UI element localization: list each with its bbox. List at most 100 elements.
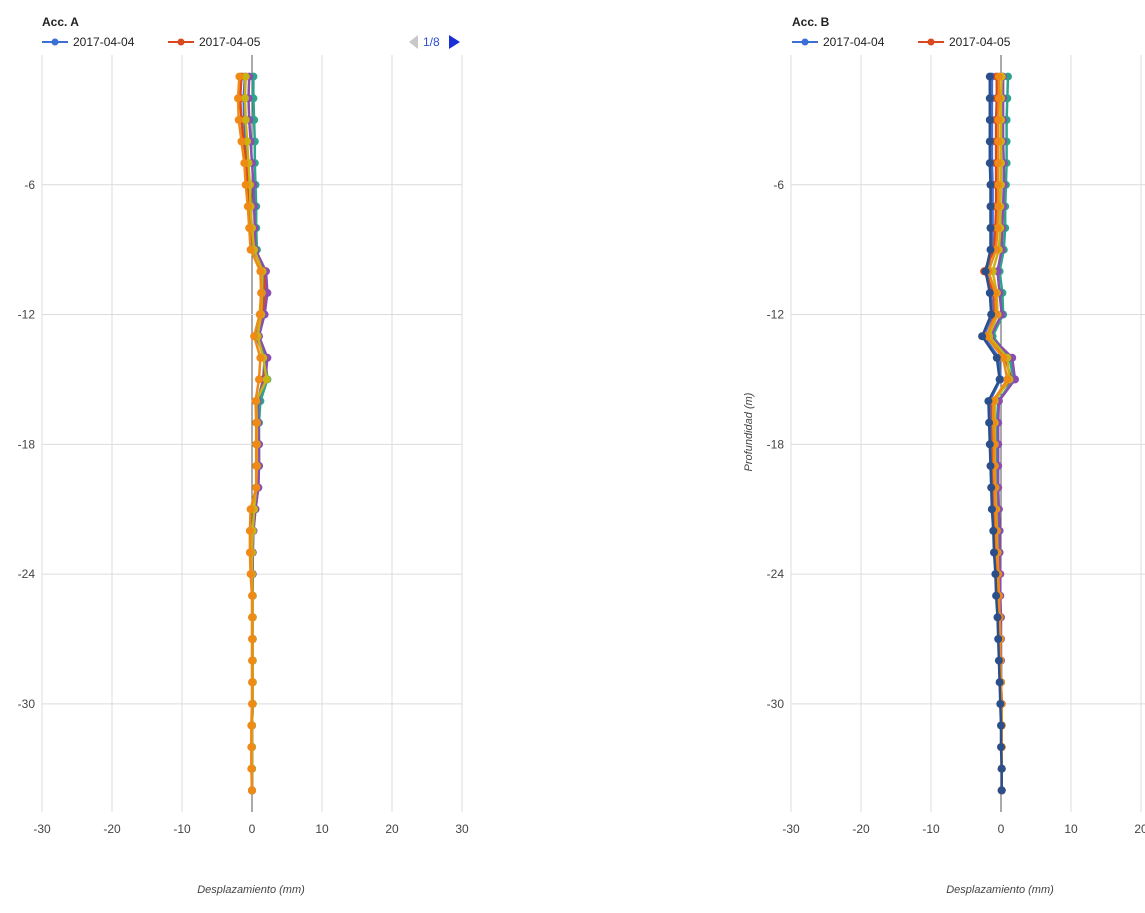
data-point[interactable] — [241, 115, 250, 124]
data-point[interactable] — [234, 94, 242, 103]
data-point[interactable] — [252, 461, 261, 470]
chart-b-legend[interactable]: 2017-04-04 2017-04-05 — [792, 35, 1011, 49]
data-point[interactable] — [247, 764, 256, 773]
data-point[interactable] — [255, 310, 264, 319]
pager-label: 1/8 — [423, 35, 440, 49]
data-point[interactable] — [256, 267, 265, 276]
data-point[interactable] — [981, 267, 990, 276]
chart-a-x-axis-label: Desplazamiento (mm) — [197, 884, 305, 896]
data-point[interactable] — [990, 548, 998, 557]
data-point[interactable] — [252, 440, 261, 449]
data-point[interactable] — [257, 288, 266, 297]
data-point[interactable] — [992, 353, 1001, 362]
data-point[interactable] — [246, 570, 255, 579]
data-point[interactable] — [978, 332, 987, 341]
data-point[interactable] — [994, 94, 1003, 103]
data-point[interactable] — [241, 94, 249, 103]
data-point[interactable] — [985, 94, 994, 103]
data-point[interactable] — [994, 137, 1003, 146]
data-point[interactable] — [235, 72, 244, 81]
data-point[interactable] — [248, 678, 256, 687]
series-b-7[interactable] — [978, 72, 1006, 795]
data-point[interactable] — [994, 115, 1003, 124]
data-point[interactable] — [994, 72, 1003, 81]
data-point[interactable] — [985, 418, 994, 427]
data-point[interactable] — [993, 613, 1002, 622]
data-point[interactable] — [994, 656, 1003, 665]
data-point[interactable] — [1011, 375, 1019, 384]
data-point[interactable] — [995, 678, 1004, 687]
legend-pager[interactable]: 1/8 — [409, 35, 460, 49]
data-point[interactable] — [248, 656, 256, 665]
data-point[interactable] — [252, 483, 261, 492]
data-point[interactable] — [240, 159, 249, 168]
data-point[interactable] — [997, 721, 1005, 730]
data-point[interactable] — [986, 461, 995, 470]
data-point[interactable] — [255, 375, 263, 384]
data-point[interactable] — [256, 353, 265, 362]
data-point[interactable] — [985, 72, 994, 81]
data-point[interactable] — [245, 224, 254, 232]
data-point[interactable] — [246, 505, 255, 514]
data-point[interactable] — [985, 115, 994, 124]
series-a-6[interactable] — [234, 72, 266, 795]
data-point[interactable] — [248, 699, 256, 708]
data-point[interactable] — [986, 180, 995, 189]
data-point[interactable] — [992, 245, 1001, 254]
data-point[interactable] — [986, 224, 995, 232]
data-point[interactable] — [987, 505, 996, 514]
data-point[interactable] — [999, 353, 1008, 362]
data-point[interactable] — [994, 180, 1003, 189]
data-point[interactable] — [248, 591, 256, 600]
data-point[interactable] — [241, 72, 250, 81]
data-point[interactable] — [248, 613, 256, 622]
data-point[interactable] — [263, 288, 272, 297]
data-point[interactable] — [992, 591, 1001, 600]
data-point[interactable] — [987, 483, 996, 492]
data-point[interactable] — [246, 245, 255, 254]
data-point[interactable] — [241, 180, 250, 189]
pager-next-icon[interactable] — [449, 35, 460, 49]
data-point[interactable] — [986, 202, 995, 211]
data-point[interactable] — [997, 764, 1006, 773]
data-point[interactable] — [252, 418, 261, 427]
data-point[interactable] — [247, 721, 256, 730]
data-point[interactable] — [985, 137, 994, 146]
pager-prev-icon[interactable] — [409, 35, 418, 49]
data-point[interactable] — [993, 224, 1002, 232]
data-point[interactable] — [245, 548, 254, 557]
legend-a-series-1-label[interactable]: 2017-04-04 — [73, 35, 135, 49]
data-point[interactable] — [991, 288, 1000, 297]
data-point[interactable] — [248, 786, 256, 795]
data-point[interactable] — [984, 397, 993, 406]
data-point[interactable] — [248, 635, 256, 643]
data-point[interactable] — [997, 786, 1006, 795]
legend-b-series-2-label[interactable]: 2017-04-05 — [949, 35, 1011, 49]
data-point[interactable] — [251, 397, 260, 406]
chart-a-legend[interactable]: 2017-04-04 2017-04-05 — [42, 35, 261, 49]
data-point[interactable] — [995, 375, 1004, 384]
data-point[interactable] — [987, 310, 996, 319]
data-point[interactable] — [997, 743, 1005, 752]
data-point[interactable] — [247, 743, 256, 752]
data-point[interactable] — [994, 159, 1003, 168]
data-point[interactable] — [989, 526, 998, 535]
data-point[interactable] — [245, 526, 254, 535]
legend-a-series-2-label[interactable]: 2017-04-05 — [199, 35, 261, 49]
legend-b-series-1-label[interactable]: 2017-04-04 — [823, 35, 885, 49]
data-point[interactable] — [234, 115, 243, 124]
data-point[interactable] — [985, 159, 994, 168]
data-point[interactable] — [991, 570, 1000, 579]
data-point[interactable] — [237, 137, 246, 146]
data-point[interactable] — [243, 137, 252, 146]
data-point[interactable] — [243, 202, 252, 211]
data-point[interactable] — [986, 245, 995, 254]
data-point[interactable] — [985, 288, 994, 297]
data-point[interactable] — [996, 699, 1005, 708]
data-point[interactable] — [985, 440, 994, 449]
data-point[interactable] — [994, 635, 1003, 643]
data-point[interactable] — [994, 202, 1003, 211]
data-point[interactable] — [1003, 375, 1012, 384]
data-point[interactable] — [250, 332, 259, 341]
data-point[interactable] — [262, 375, 271, 384]
